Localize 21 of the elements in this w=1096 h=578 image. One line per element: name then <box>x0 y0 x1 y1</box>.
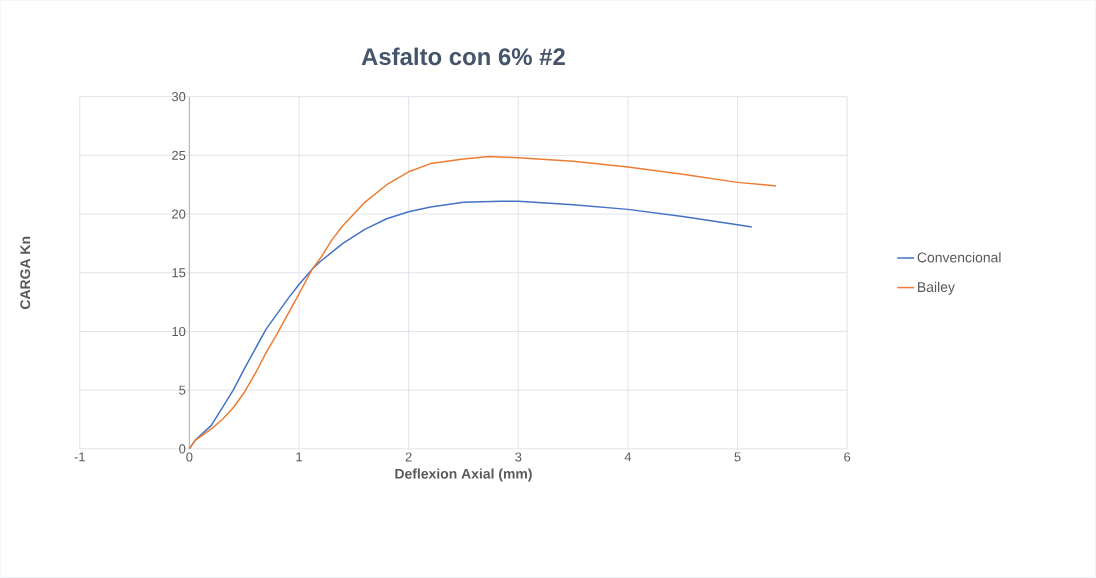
y-tick-label: 10 <box>172 327 186 337</box>
x-axis-title: Deflexion Axial (mm) <box>395 468 532 482</box>
legend-label: Convencional <box>917 252 1001 263</box>
y-tick-label: 0 <box>179 444 186 454</box>
x-tick-label: 1 <box>296 452 302 462</box>
x-tick-label: 0 <box>186 452 193 462</box>
x-tick-label: 5 <box>734 452 741 462</box>
x-tick-label: 2 <box>405 452 412 462</box>
x-tick-label: -1 <box>74 452 85 462</box>
chart-title: Asfalto con 6% #2 <box>361 47 565 66</box>
x-tick-label: 4 <box>624 452 632 462</box>
legend-label: Bailey <box>918 281 955 295</box>
line-series <box>188 155 777 450</box>
y-tick-label: 15 <box>172 268 186 278</box>
x-tick-label: 3 <box>515 452 522 462</box>
y-tick-label: 20 <box>172 209 186 219</box>
y-axis-title: CARGA Kn <box>20 236 31 310</box>
y-tick-label: 25 <box>172 150 186 161</box>
x-tick-label: 6 <box>844 452 851 462</box>
y-tick-label: 30 <box>171 92 186 102</box>
y-tick-label: 5 <box>179 385 186 395</box>
